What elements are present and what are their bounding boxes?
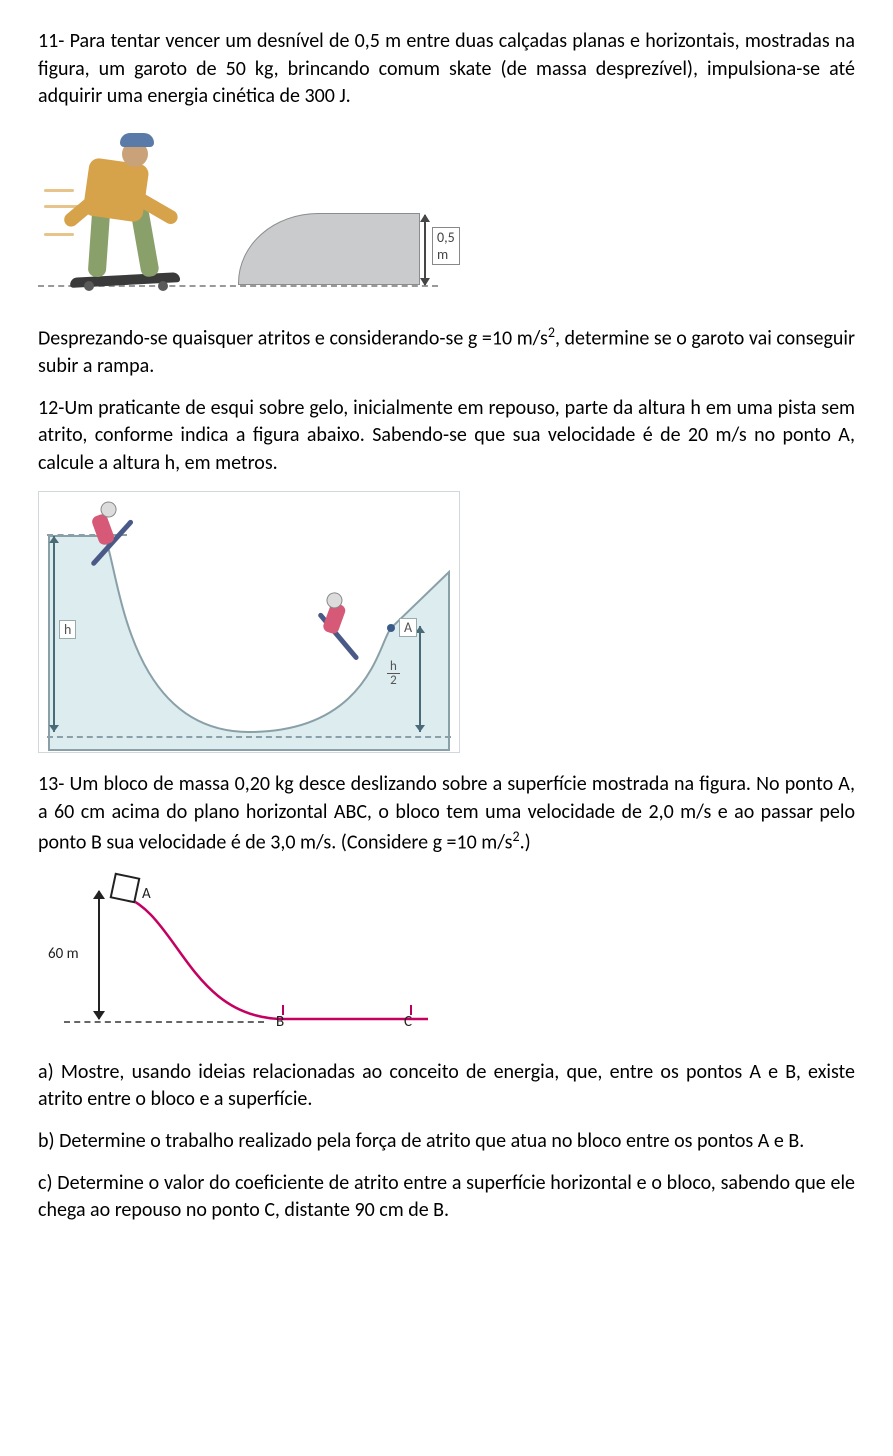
ramp-height-label: 0,5 m xyxy=(432,227,460,265)
q11-text2a: Desprezando-se quaisquer atritos e consi… xyxy=(38,326,548,350)
wheel xyxy=(84,281,94,291)
q12-text: 12-Um praticante de esqui sobre gelo, in… xyxy=(38,395,855,478)
exponent: 2 xyxy=(548,324,555,341)
exponent: 2 xyxy=(512,828,519,845)
torso xyxy=(82,157,149,223)
height-h2-arrow xyxy=(419,626,421,732)
point-a-label: A xyxy=(142,885,151,903)
block xyxy=(110,872,141,903)
wheel xyxy=(158,281,168,291)
height-label: 60 m xyxy=(48,945,79,963)
cap xyxy=(120,133,154,147)
q13-text1: 13- Um bloco de massa 0,20 kg desce desl… xyxy=(38,772,855,854)
h2-den: 2 xyxy=(390,673,397,688)
h2-num: h xyxy=(387,660,400,674)
q11-text: 11- Para tentar vencer um desnível de 0,… xyxy=(38,28,855,111)
q13-figure: 60 m A B C xyxy=(38,871,438,1041)
a-label: A xyxy=(399,618,417,637)
skater xyxy=(50,125,200,285)
h-over-2-label: h 2 xyxy=(387,660,400,687)
q13-text1b: .) xyxy=(520,830,531,854)
height-arrow xyxy=(98,891,100,1019)
q13-text: 13- Um bloco de massa 0,20 kg desce desl… xyxy=(38,771,855,856)
height-h-arrow xyxy=(53,536,55,732)
point-b-label: B xyxy=(276,1013,284,1031)
q11-text2: Desprezando-se quaisquer atritos e consi… xyxy=(38,323,855,381)
ramp-height-arrow xyxy=(424,215,426,285)
ramp xyxy=(238,213,420,285)
base-dashed xyxy=(64,1021,264,1023)
q13-part-b: b) Determine o trabalho realizado pela f… xyxy=(38,1128,855,1156)
page: 11- Para tentar vencer um desnível de 0,… xyxy=(0,0,893,1279)
q13-part-a: a) Mostre, usando ideias relacionadas ao… xyxy=(38,1059,855,1114)
q12-figure: h A h 2 xyxy=(38,491,460,753)
point-c-label: C xyxy=(404,1013,412,1031)
h-label: h xyxy=(59,620,76,639)
base-dashed xyxy=(47,736,451,738)
q11-figure: 0,5 m xyxy=(38,125,438,305)
q13-part-c: c) Determine o valor do coeficiente de a… xyxy=(38,1170,855,1225)
